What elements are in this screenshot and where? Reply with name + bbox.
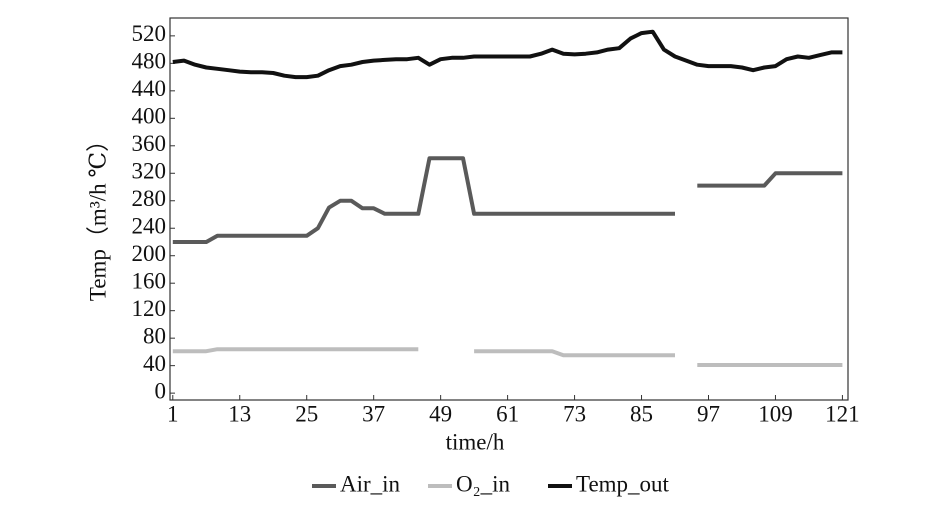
y-tick-label: 200 xyxy=(132,241,167,266)
x-tick-label: 1 xyxy=(167,401,179,426)
x-tick-label: 73 xyxy=(563,401,586,426)
y-tick-label: 400 xyxy=(132,104,167,129)
x-tick-label: 49 xyxy=(429,401,452,426)
y-axis-label: Temp（m³/h ℃） xyxy=(85,129,110,301)
x-tick-label: 25 xyxy=(295,401,318,426)
y-tick-label: 120 xyxy=(132,296,167,321)
y-tick-label: 80 xyxy=(143,323,166,348)
y-tick-label: 520 xyxy=(132,21,167,46)
y-tick-label: 160 xyxy=(132,268,167,293)
series-line xyxy=(172,156,843,244)
x-axis-label: time/h xyxy=(446,429,505,454)
series-line xyxy=(172,347,843,367)
plot-frame xyxy=(169,17,849,401)
y-tick-label: 440 xyxy=(132,76,167,101)
x-tick-label: 61 xyxy=(496,401,519,426)
y-tick-label: 360 xyxy=(132,131,167,156)
legend-label: O₂_in xyxy=(456,471,511,496)
y-tick-label: 480 xyxy=(132,49,167,74)
x-tick-label: 109 xyxy=(758,401,793,426)
y-tick-label: 320 xyxy=(132,159,167,184)
x-tick-label: 13 xyxy=(228,401,251,426)
y-tick-label: 280 xyxy=(132,186,167,211)
x-tick-label: 37 xyxy=(362,401,385,426)
y-tick-label: 0 xyxy=(155,378,167,403)
y-tick-label: 40 xyxy=(143,351,166,376)
x-tick-label: 85 xyxy=(630,401,653,426)
series-line xyxy=(172,29,843,80)
x-tick-label: 97 xyxy=(697,401,720,426)
y-tick-label: 240 xyxy=(132,214,167,239)
x-tick-label: 121 xyxy=(825,401,860,426)
legend-label: Temp_out xyxy=(576,471,670,496)
legend-label: Air_in xyxy=(340,471,401,496)
